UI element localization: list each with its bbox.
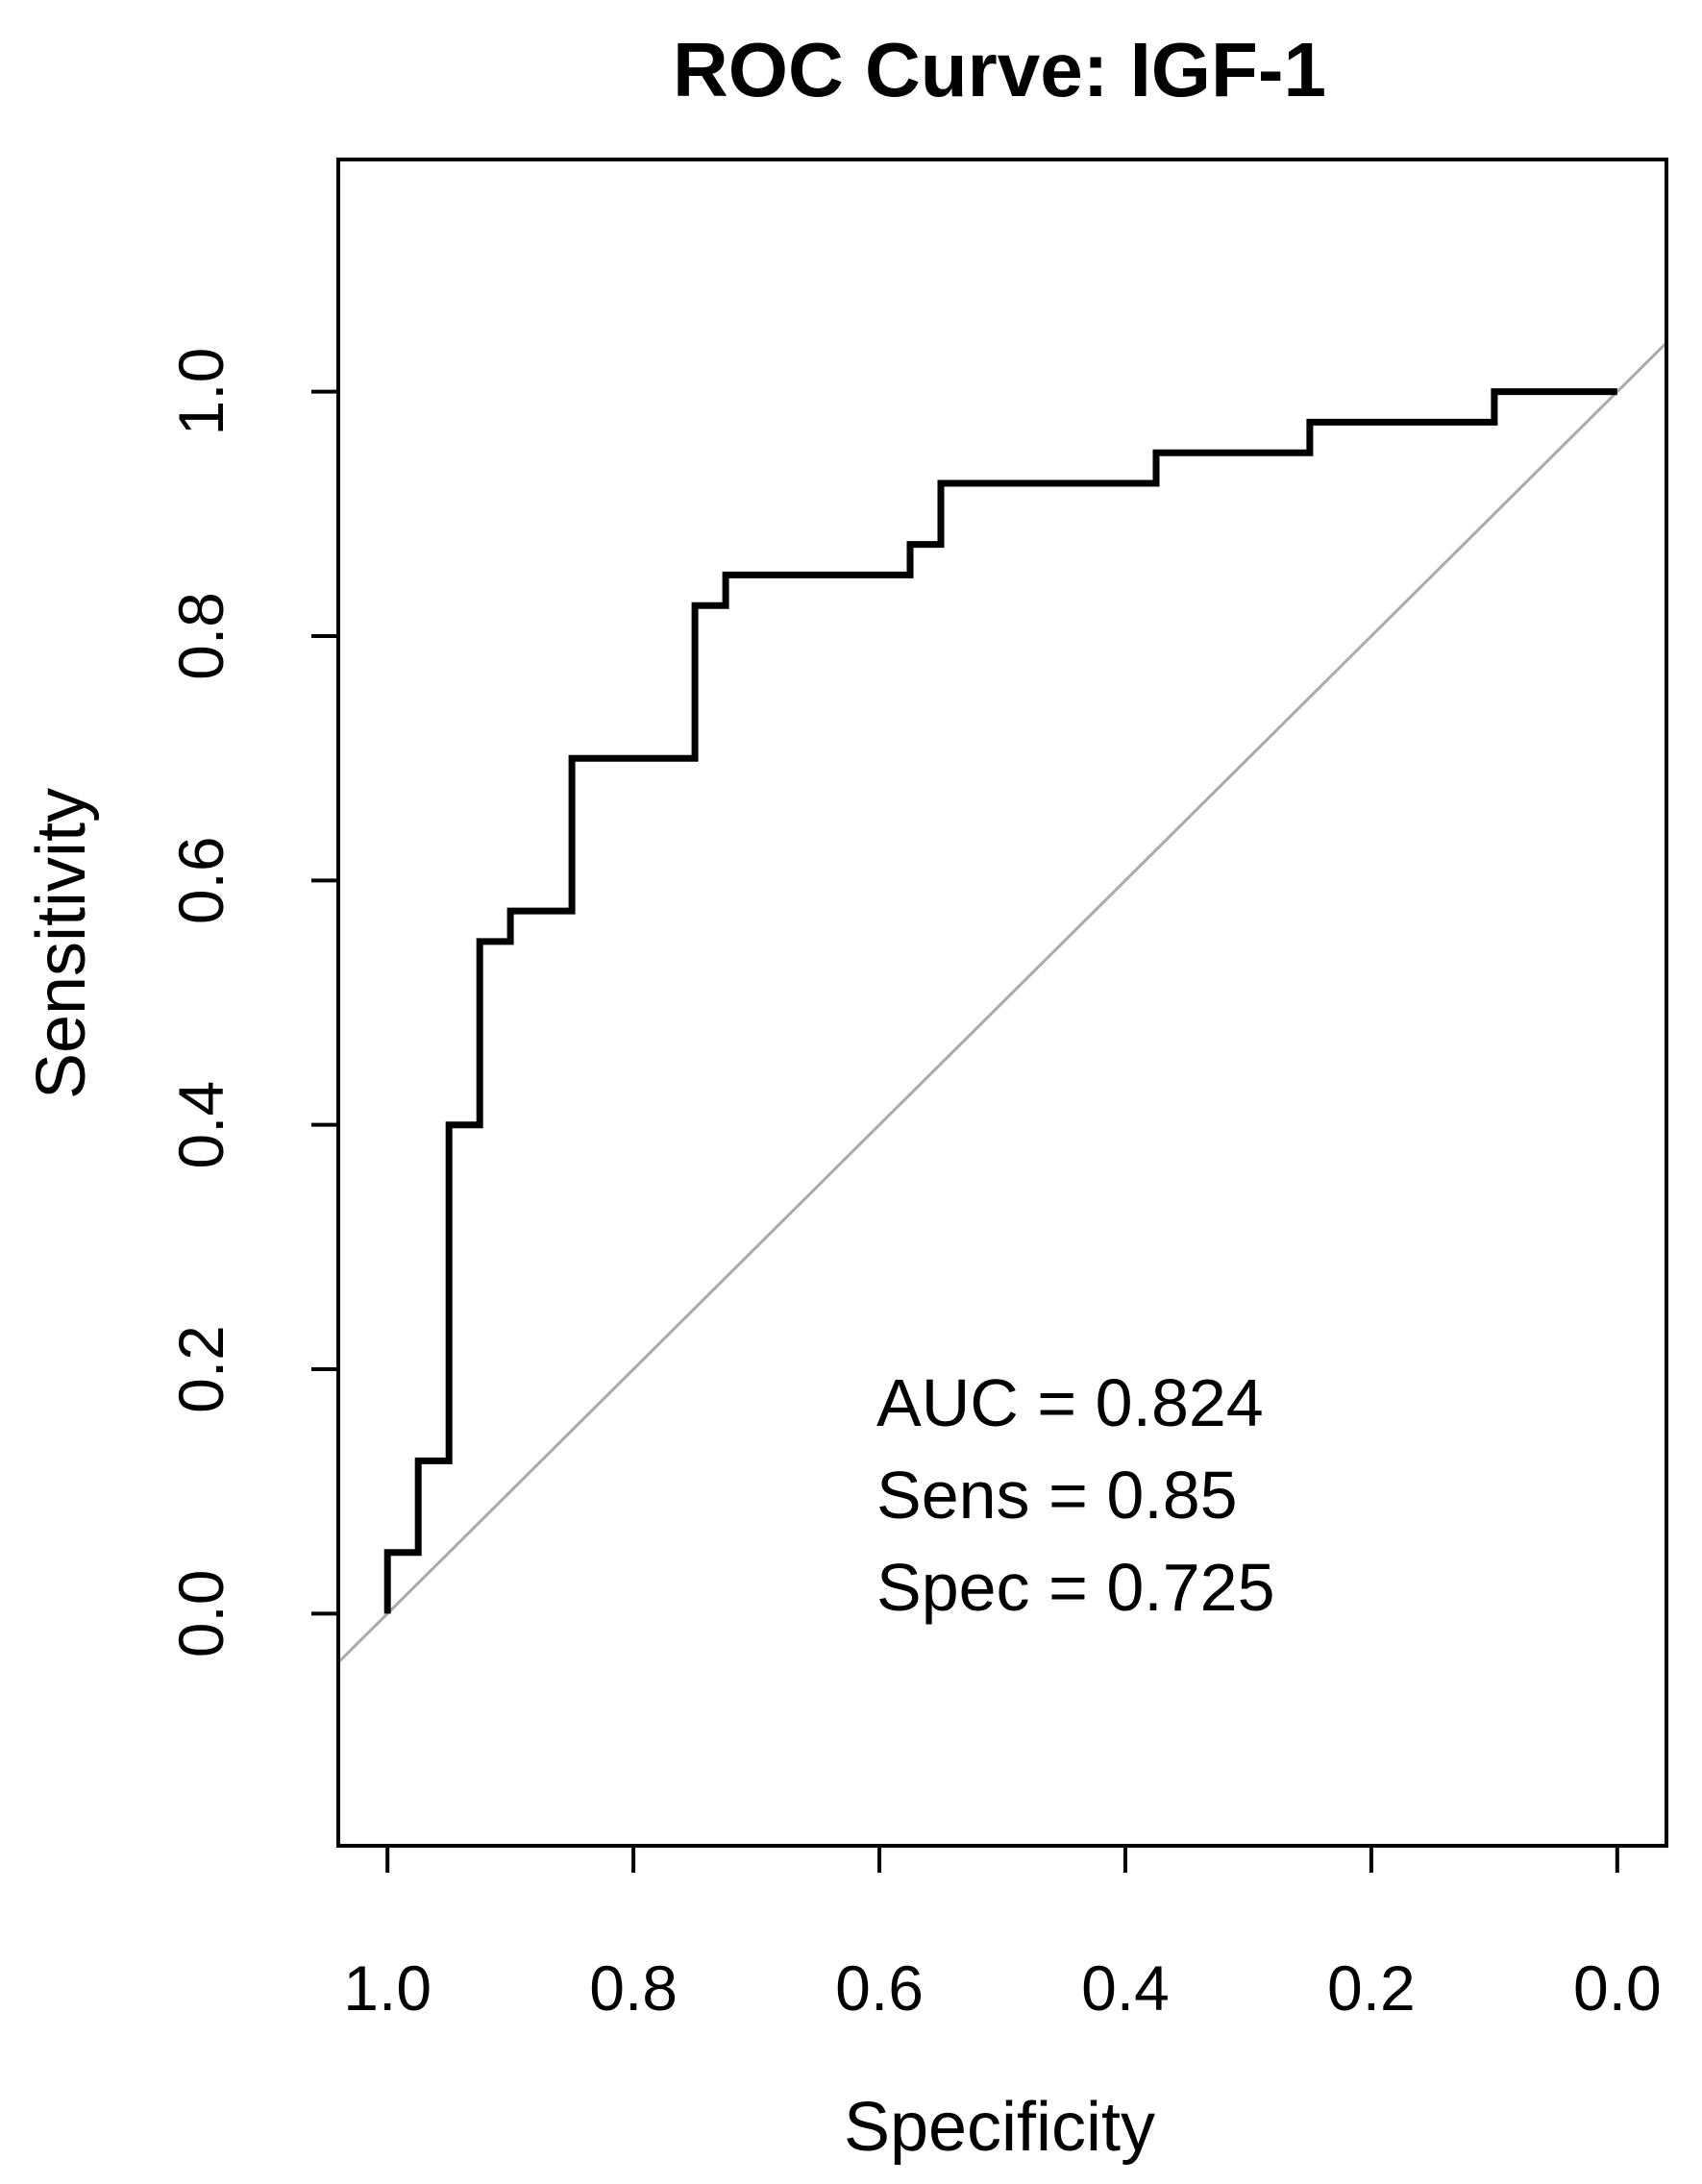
roc-curve-series-0	[383, 388, 1617, 1614]
annotation-line-0: AUC = 0.824	[876, 1365, 1264, 1440]
x-tick-label-2: 0.6	[835, 1952, 924, 2024]
annotation-line-2: Spec = 0.725	[876, 1550, 1275, 1625]
y-axis: 0.0 0.2 0.4 0.6 0.8 1.0	[165, 348, 338, 1658]
annotation-line-1: Sens = 0.85	[876, 1458, 1238, 1533]
x-tick-label-5: 0.0	[1573, 1952, 1662, 2024]
y-tick-label-5: 1.0	[165, 348, 236, 436]
y-tick-label-1: 0.2	[165, 1325, 236, 1413]
chart-title: ROC Curve: IGF-1	[673, 27, 1326, 112]
y-tick-label-2: 0.4	[165, 1081, 236, 1169]
reference-diagonal-line	[336, 341, 1668, 1664]
x-tick-label-1: 0.8	[589, 1952, 678, 2024]
y-axis-label: Sensitivity	[23, 788, 100, 1099]
x-tick-label-4: 0.2	[1327, 1952, 1416, 2024]
x-axis: 1.0 0.8 0.6 0.4 0.2 0.0	[343, 1846, 1662, 2024]
x-tick-label-3: 0.4	[1081, 1952, 1170, 2024]
y-tick-label-3: 0.6	[165, 836, 236, 924]
plot-area	[336, 341, 1668, 1664]
y-tick-label-0: 0.0	[165, 1570, 236, 1658]
x-tick-label-0: 1.0	[343, 1952, 432, 2024]
y-tick-label-4: 0.8	[165, 592, 236, 680]
x-axis-label: Specificity	[844, 2089, 1155, 2166]
annotations: AUC = 0.824 Sens = 0.85 Spec = 0.725	[876, 1365, 1275, 1625]
plot-frame	[336, 158, 1668, 1848]
